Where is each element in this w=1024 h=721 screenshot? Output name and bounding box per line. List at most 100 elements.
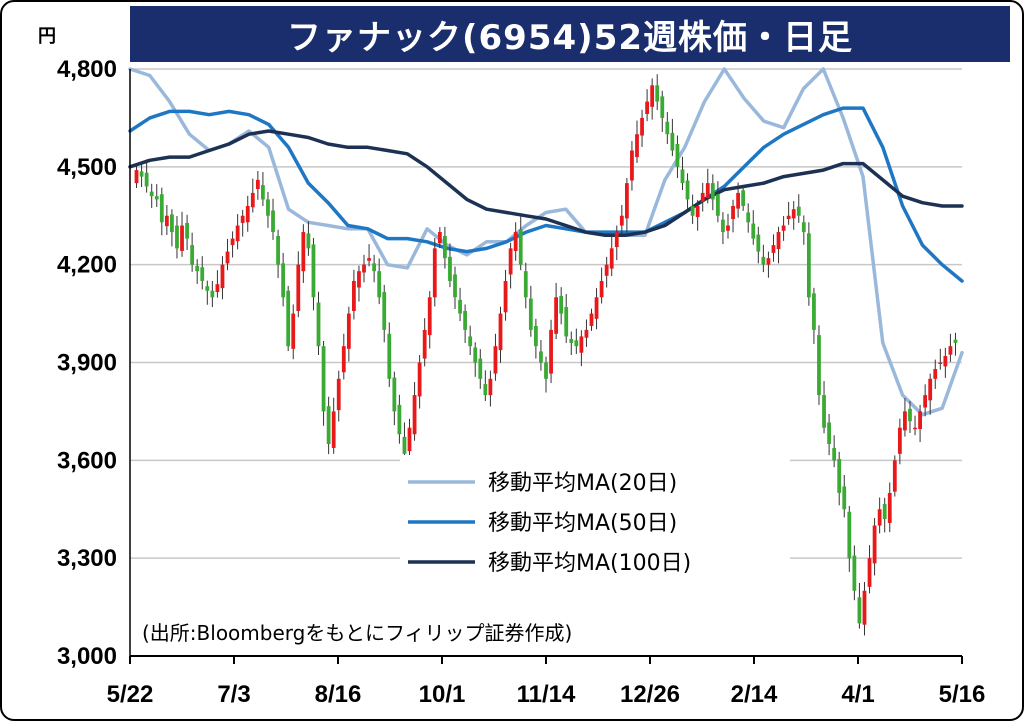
candle — [908, 400, 912, 433]
candle — [736, 182, 740, 218]
x-tick-label: 10/1 — [419, 681, 466, 708]
y-axis-ticks: 4,800 4,500 4,200 3,900 3,600 3,300 3,000 — [57, 56, 117, 670]
candle — [943, 347, 948, 378]
candle — [806, 222, 811, 306]
candle — [710, 174, 715, 211]
candle — [928, 373, 933, 415]
candle — [726, 213, 730, 239]
candle — [705, 168, 710, 204]
candle — [372, 254, 377, 283]
x-tick-label: 5/22 — [107, 681, 154, 708]
candle — [913, 415, 917, 436]
candle — [215, 270, 220, 298]
candle — [619, 204, 624, 235]
candle — [872, 518, 877, 576]
candle — [190, 232, 195, 272]
candle — [154, 184, 159, 207]
x-tick-label: 11/14 — [517, 681, 576, 708]
candle — [791, 201, 796, 230]
candle — [604, 256, 609, 288]
candle — [377, 258, 382, 305]
candle — [458, 287, 462, 322]
candle — [301, 224, 306, 283]
candle — [326, 396, 331, 455]
chart-title-bar: ファナック(6954)52週株価・日足 — [130, 6, 1010, 62]
candle — [266, 191, 270, 228]
x-tick-label: 5/16 — [939, 681, 986, 708]
candle — [801, 215, 806, 245]
candle — [286, 285, 291, 352]
candle — [892, 455, 897, 497]
candle — [523, 262, 528, 309]
legend: 移動平均MA(20日) 移動平均MA(50日) 移動平均MA(100日) — [400, 455, 790, 595]
candle — [564, 294, 569, 343]
candle — [857, 582, 862, 629]
candle — [933, 359, 938, 389]
candle — [554, 282, 559, 340]
candle — [827, 414, 831, 456]
candle — [306, 221, 311, 256]
candle — [367, 244, 371, 267]
candle — [407, 418, 412, 462]
candle — [847, 505, 852, 572]
candle — [240, 209, 245, 237]
candle — [624, 177, 629, 233]
candle — [731, 199, 735, 233]
legend-entry: 移動平均MA(100日) — [488, 551, 691, 576]
candle — [897, 418, 902, 465]
candle — [432, 237, 437, 307]
candle — [402, 422, 407, 460]
candle — [584, 319, 589, 347]
candle — [139, 162, 144, 188]
candle — [493, 333, 498, 381]
source-note: (出所:Bloombergをもとにフィリップ証券作成) — [142, 621, 572, 645]
candle — [685, 173, 690, 212]
candle — [210, 280, 215, 308]
x-tick-label: 4/1 — [841, 681, 874, 708]
candle — [331, 397, 336, 454]
x-tick-label: 12/26 — [620, 681, 680, 708]
candle — [180, 211, 184, 257]
ma-line — [128, 129, 964, 238]
candle — [225, 238, 230, 271]
y-unit-label: 円 — [38, 26, 56, 47]
candle — [498, 306, 503, 363]
candle — [533, 318, 538, 359]
candle — [786, 202, 791, 225]
candle — [144, 159, 149, 193]
y-tick-label: 3,600 — [57, 447, 117, 474]
y-tick-label: 4,500 — [57, 154, 117, 181]
candle — [877, 497, 882, 534]
candle — [882, 497, 887, 533]
candle — [149, 183, 154, 208]
candle — [134, 165, 139, 189]
y-tick-label: 3,900 — [57, 350, 117, 377]
candle — [508, 242, 513, 289]
legend-box — [400, 455, 790, 595]
candle — [690, 194, 695, 224]
candle — [776, 226, 781, 264]
candle — [599, 267, 604, 304]
y-tick-label: 4,800 — [57, 56, 117, 83]
candle — [483, 370, 488, 401]
candle — [437, 227, 442, 249]
candle — [918, 404, 922, 443]
candle — [579, 330, 584, 367]
candle — [336, 370, 341, 422]
candle — [463, 304, 468, 343]
candle — [352, 269, 356, 320]
candle — [953, 332, 958, 356]
candle — [164, 204, 169, 235]
candle — [594, 288, 599, 330]
candle — [503, 269, 508, 321]
candle — [867, 545, 872, 594]
candle — [255, 171, 260, 200]
candle — [311, 237, 316, 311]
candle — [756, 226, 761, 264]
candle — [357, 265, 361, 302]
candle — [427, 291, 432, 349]
candle — [761, 244, 766, 273]
candle — [948, 333, 953, 362]
candle — [397, 394, 402, 444]
